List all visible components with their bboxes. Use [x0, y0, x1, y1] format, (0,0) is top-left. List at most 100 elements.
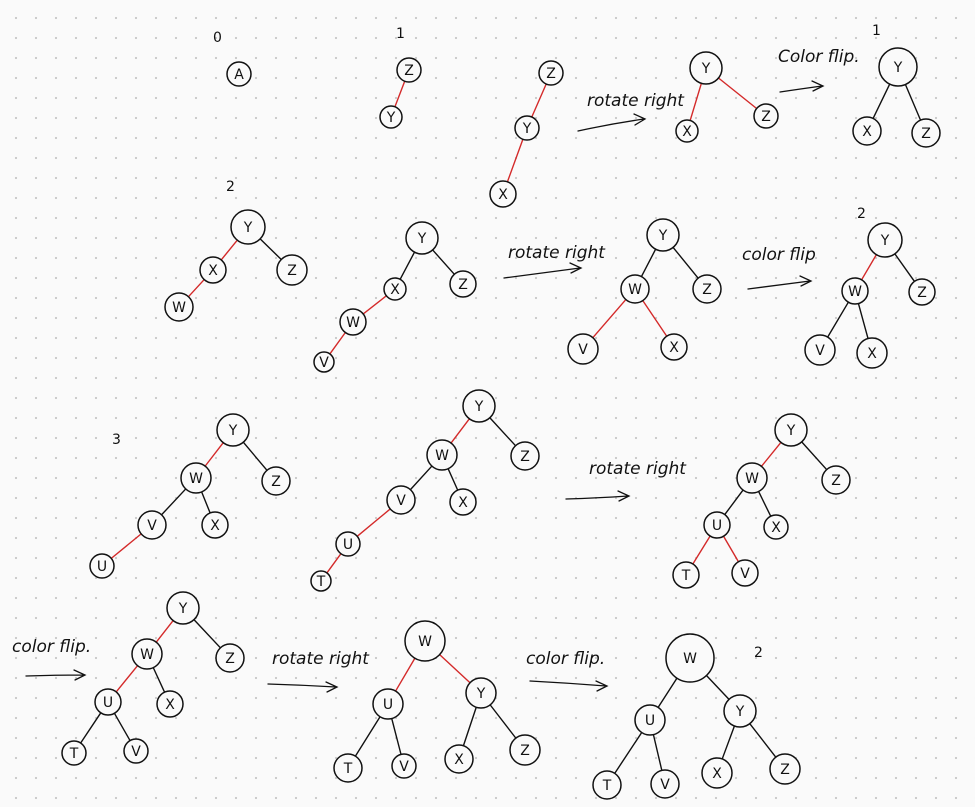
node-label: X: [454, 752, 464, 768]
arrows-layer: [25, 80, 825, 693]
node-circle: [774, 413, 808, 447]
tree-8-black-link-1: [894, 253, 916, 283]
node-circle: [131, 638, 163, 670]
node-label: U: [103, 695, 113, 711]
node-label: W: [189, 471, 203, 487]
tree-7-red-link-2: [592, 298, 627, 339]
node-label: W: [848, 284, 862, 300]
tree-3-node-y: Y: [689, 51, 723, 85]
node-circle: [509, 734, 541, 766]
tree-14-node-u: U: [634, 704, 666, 736]
tree-4-node-y: Y: [878, 47, 918, 87]
tree-11-node-z: Z: [821, 465, 851, 495]
node-circle: [449, 270, 477, 298]
labels-layer: 0 1 1 2 2 3 2 rotate right Color flip. r…: [12, 23, 881, 669]
count-label-1b: 1: [872, 23, 881, 39]
tree-9-black-link-2: [160, 488, 187, 516]
node-circle: [61, 740, 87, 766]
tree-7-node-y: Y: [646, 218, 680, 252]
tree-3-red-link-1: [717, 77, 758, 110]
tree-12-node-u: U: [94, 688, 122, 716]
tree-7-node-z: Z: [692, 274, 722, 304]
tree-12-node-z: Z: [215, 643, 245, 673]
node-circle: [634, 704, 666, 736]
node-label: Y: [178, 601, 188, 617]
tree-3-red-link-0: [689, 82, 703, 122]
tree-14-black-link-2: [614, 731, 643, 775]
node-label: Z: [520, 743, 530, 759]
tree-11-node-v: V: [731, 559, 759, 587]
nodes-layer: A Z Y Z Y X Y X Z Y X Z Y X Z W Y X Z W V Y W Z V X Y W Z V X Y W Z V X U Y W Z…: [61, 47, 941, 800]
tree-7-black-link-0: [640, 248, 657, 278]
tree-5-red-link-2: [187, 278, 205, 298]
tree-14-black-link-1: [705, 674, 730, 701]
tree-6-node-v: V: [313, 351, 335, 373]
tree-5-black-link-1: [259, 238, 282, 261]
tree-10-black-link-3: [447, 467, 459, 491]
node-circle: [333, 753, 363, 783]
node-circle: [379, 105, 403, 129]
arrow-rotate-right-1: [577, 113, 647, 132]
node-circle: [856, 337, 888, 369]
arrow-rotate-right-2: [503, 262, 583, 279]
tree-9-red-link-4: [110, 533, 142, 560]
tree-9-node-y: Y: [216, 413, 250, 447]
node-circle: [841, 277, 869, 305]
tree-5-node-y: Y: [230, 209, 266, 245]
tree-7-node-v: V: [567, 333, 599, 365]
node-circle: [444, 744, 474, 774]
node-label: X: [390, 282, 400, 298]
node-label: U: [645, 713, 655, 729]
node-circle: [226, 61, 252, 87]
tree-6-black-link-1: [431, 249, 456, 275]
node-circle: [703, 511, 731, 539]
node-circle: [215, 643, 245, 673]
tree-13-red-link-1: [438, 653, 471, 684]
tree-11-node-x: X: [763, 514, 789, 540]
tree-9-node-x: X: [201, 511, 229, 539]
node-label: X: [867, 346, 877, 362]
tree-13-node-v: V: [391, 753, 417, 779]
tree-9-black-link-3: [200, 491, 211, 514]
edges-layer: [79, 77, 922, 775]
node-circle: [672, 561, 700, 589]
node-circle: [166, 591, 200, 625]
node-label: W: [418, 634, 432, 650]
tree-12-node-x: X: [156, 690, 184, 718]
count-label-1: 1: [396, 26, 405, 42]
tree-11-black-link-1: [801, 441, 828, 471]
node-circle: [123, 738, 149, 764]
node-label: X: [458, 495, 468, 511]
node-label: Y: [735, 704, 745, 720]
tree-5-node-x: X: [199, 256, 227, 284]
node-label: Y: [786, 423, 796, 439]
node-circle: [852, 116, 882, 146]
node-circle: [335, 531, 361, 557]
tree-13-node-w: W: [404, 620, 446, 662]
count-label-0: 0: [213, 30, 222, 46]
tree-14-black-link-5: [749, 722, 777, 758]
node-label: U: [343, 537, 353, 553]
tree-12-black-link-5: [113, 712, 131, 742]
tree-9-node-v: V: [137, 510, 167, 540]
node-circle: [675, 119, 699, 143]
node-circle: [489, 180, 517, 208]
node-circle: [804, 334, 836, 366]
tree-13-node-u: U: [372, 688, 404, 720]
node-circle: [261, 466, 291, 496]
node-label: Z: [761, 109, 771, 125]
tree-4-node-z: Z: [911, 118, 941, 148]
tree-10-node-y: Y: [462, 389, 496, 423]
node-circle: [514, 115, 540, 141]
node-label: Z: [780, 762, 790, 778]
tree-8-black-link-3: [857, 302, 869, 340]
tree-1-node-z: Z: [396, 57, 422, 83]
node-label: A: [234, 67, 244, 83]
tree-10-black-link-1: [489, 417, 517, 447]
tree-13-red-link-0: [394, 657, 416, 692]
tree-12-node-v: V: [123, 738, 149, 764]
node-label: V: [147, 518, 157, 534]
node-circle: [620, 274, 650, 304]
node-circle: [404, 620, 446, 662]
tree-8-node-z: Z: [908, 278, 936, 306]
